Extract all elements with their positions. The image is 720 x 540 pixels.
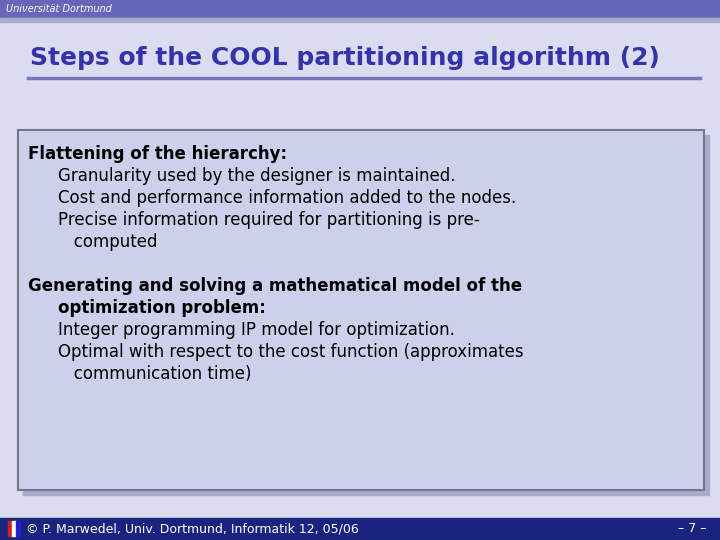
Text: Universität Dortmund: Universität Dortmund <box>6 4 112 14</box>
Bar <box>18 130 704 490</box>
Text: Granularity used by the designer is maintained.: Granularity used by the designer is main… <box>58 167 456 185</box>
Bar <box>12 521 16 536</box>
Bar <box>16 521 20 536</box>
Text: Cost and performance information added to the nodes.: Cost and performance information added t… <box>58 189 516 207</box>
Text: Flattening of the hierarchy:: Flattening of the hierarchy: <box>28 145 287 163</box>
Text: © P. Marwedel, Univ. Dortmund, Informatik 12, 05/06: © P. Marwedel, Univ. Dortmund, Informati… <box>26 523 359 536</box>
Bar <box>23 135 709 495</box>
Bar <box>8 521 12 536</box>
Text: Precise information required for partitioning is pre-: Precise information required for partiti… <box>58 211 480 229</box>
Text: Integer programming IP model for optimization.: Integer programming IP model for optimiz… <box>58 321 455 339</box>
Bar <box>0 0 720 18</box>
Text: Steps of the COOL partitioning algorithm (2): Steps of the COOL partitioning algorithm… <box>30 46 660 70</box>
Text: Optimal with respect to the cost function (approximates: Optimal with respect to the cost functio… <box>58 343 523 361</box>
Bar <box>0 18 720 22</box>
Text: Generating and solving a mathematical model of the: Generating and solving a mathematical mo… <box>28 277 522 295</box>
Text: computed: computed <box>58 233 158 251</box>
Text: optimization problem:: optimization problem: <box>58 299 266 317</box>
Text: – 7 –: – 7 – <box>678 523 706 536</box>
Bar <box>0 518 720 540</box>
Text: communication time): communication time) <box>58 365 251 383</box>
